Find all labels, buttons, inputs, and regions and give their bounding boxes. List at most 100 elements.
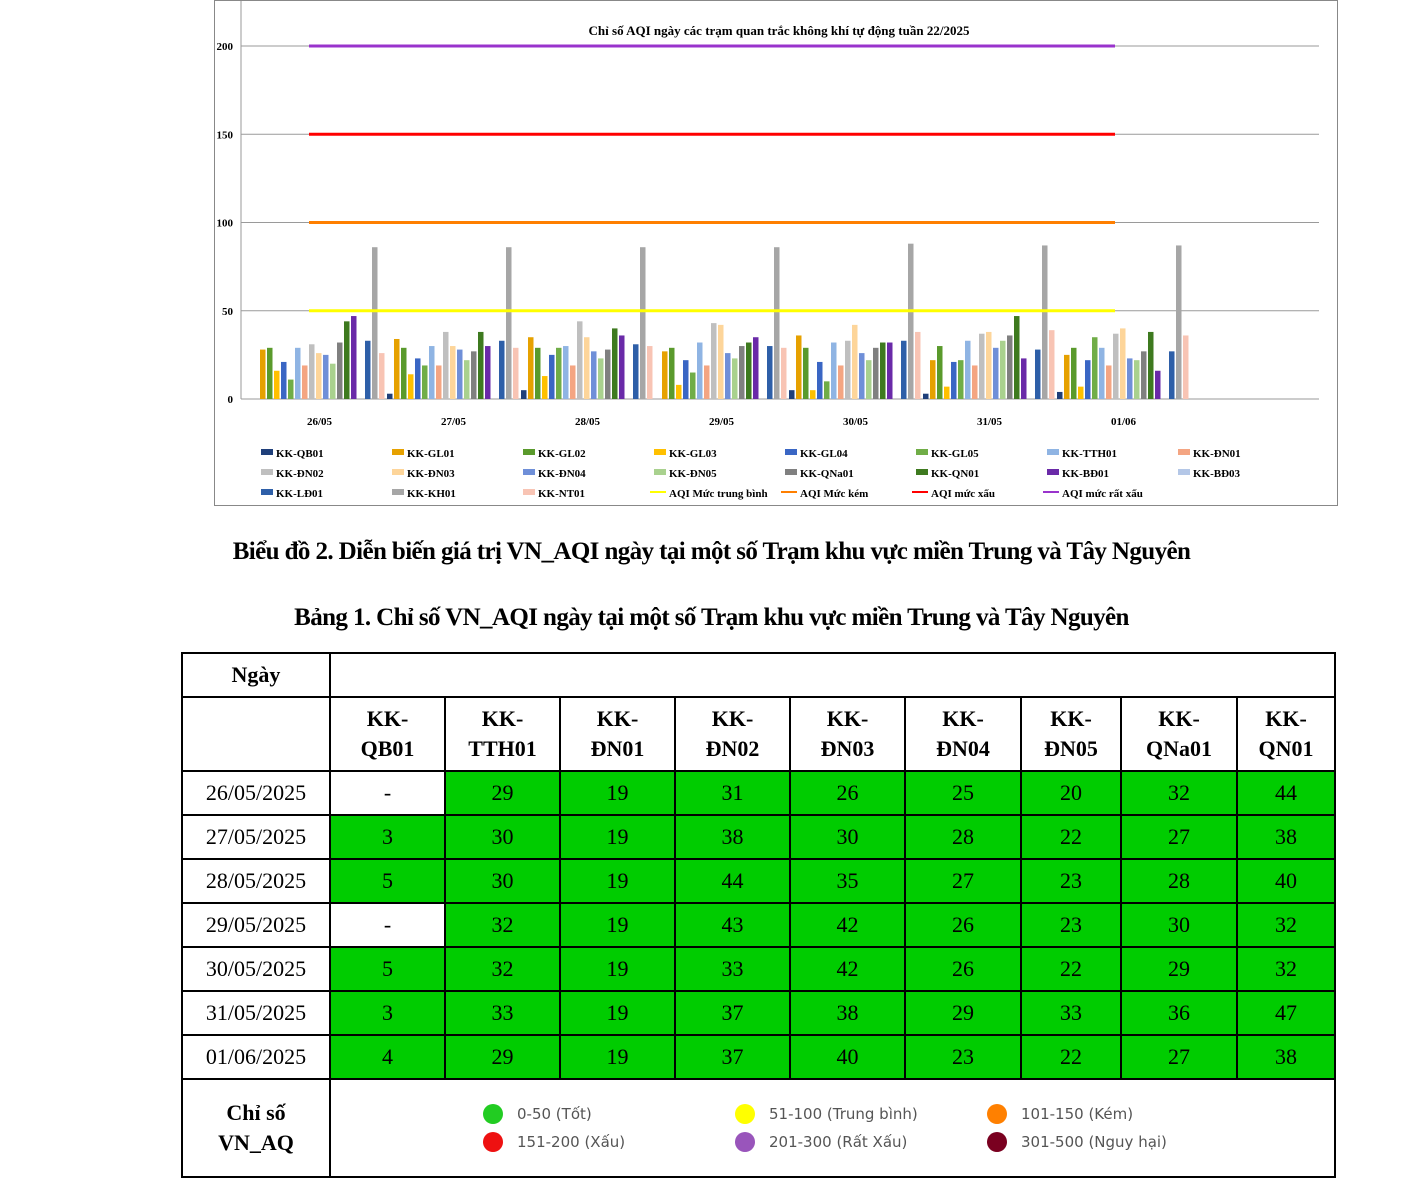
bar xyxy=(669,347,675,399)
bar xyxy=(302,365,308,399)
aqi-value-cell: 23 xyxy=(1020,858,1122,904)
date-cell: 01/06/2025 xyxy=(181,1034,331,1080)
bar xyxy=(372,247,378,399)
bar xyxy=(937,346,943,399)
aqi-value-cell: 26 xyxy=(904,902,1022,948)
bar xyxy=(351,316,357,399)
aqi-value-cell: 29 xyxy=(444,770,561,816)
bar xyxy=(1134,360,1140,399)
x-tick-label: 29/05 xyxy=(709,416,735,428)
legend-swatch xyxy=(392,449,404,455)
table-row: 26/05/2025-29 19 31 26 25 20 32 44 xyxy=(181,770,1336,816)
bar xyxy=(1120,328,1126,399)
legend-dot-icon xyxy=(735,1104,755,1124)
aqi-value-cell: 30 xyxy=(444,858,561,904)
legend-label: KK-ĐN05 xyxy=(669,468,717,480)
legend-swatch xyxy=(261,449,273,455)
aqi-value-cell: 19 xyxy=(559,990,676,1036)
aqi-value-cell: 32 xyxy=(1236,902,1336,948)
legend-label: AQI mức rất xấu xyxy=(1062,488,1143,500)
legend-text: 151-200 (Xấu) xyxy=(517,1133,626,1151)
bar xyxy=(1085,360,1091,399)
bar xyxy=(965,340,971,399)
bar xyxy=(1007,335,1013,399)
date-header: Ngày xyxy=(181,652,331,698)
table-row: 01/06/2025 4 29 19 37 40 23 22 27 38 xyxy=(181,1034,1336,1080)
legend-swatch xyxy=(523,449,535,455)
bar xyxy=(365,340,371,399)
aqi-value-cell: 33 xyxy=(674,946,791,992)
bar xyxy=(542,376,548,399)
legend-item: 151-200 (Xấu) xyxy=(483,1132,735,1152)
y-tick-label: 100 xyxy=(217,218,234,230)
table-caption: Bảng 1. Chỉ số VN_AQI ngày tại một số Tr… xyxy=(294,604,1129,631)
aqi-value-cell: 38 xyxy=(1236,814,1336,860)
aqi-value-cell: 19 xyxy=(559,858,676,904)
bar xyxy=(436,365,442,399)
bar xyxy=(725,353,731,399)
x-tick-label: 27/05 xyxy=(441,416,467,428)
bar xyxy=(986,331,992,399)
legend-swatch xyxy=(785,449,797,455)
aqi-value-cell: 26 xyxy=(789,770,906,816)
station-header: KK- QB01 xyxy=(329,696,446,772)
chart-caption: Biểu đồ 2. Diễn biến giá trị VN_AQI ngày… xyxy=(232,538,1191,565)
aqi-value-cell: 42 xyxy=(789,946,906,992)
bar xyxy=(563,346,569,399)
legend-item: 101-150 (Kém) xyxy=(987,1104,1217,1124)
aqi-value-cell: 22 xyxy=(1020,946,1122,992)
bar xyxy=(344,321,350,399)
aqi-value-cell: 44 xyxy=(1236,770,1336,816)
aqi-value-cell: 19 xyxy=(559,946,676,992)
legend-text: 0-50 (Tốt) xyxy=(517,1105,592,1123)
aqi-value-cell: 30 xyxy=(444,814,561,860)
aqi-value-cell: 5 xyxy=(329,946,446,992)
bar xyxy=(803,347,809,399)
legend-label: KK-KH01 xyxy=(407,488,456,500)
legend-label: KK-GL01 xyxy=(407,448,455,460)
legend-swatch xyxy=(785,469,797,475)
aqi-value-cell: 32 xyxy=(1236,946,1336,992)
legend-label: KK-BĐ03 xyxy=(1193,468,1241,480)
bar xyxy=(288,379,294,399)
bar xyxy=(951,361,957,399)
bar xyxy=(1092,337,1098,399)
y-tick-label: 50 xyxy=(222,306,234,318)
aqi-value-cell: 27 xyxy=(1120,1034,1238,1080)
legend-swatch xyxy=(392,469,404,475)
bar xyxy=(1148,331,1154,399)
bar xyxy=(1021,358,1027,399)
aqi-value-cell: 19 xyxy=(559,902,676,948)
aqi-value-cell: 32 xyxy=(444,946,561,992)
bar xyxy=(1057,391,1063,399)
aqi-value-cell: 19 xyxy=(559,814,676,860)
bar xyxy=(577,321,583,399)
bar xyxy=(824,381,830,399)
bar xyxy=(387,393,393,399)
legend-label: KK-GL02 xyxy=(538,448,586,460)
bar xyxy=(422,365,428,399)
bar xyxy=(535,347,541,399)
bar xyxy=(1155,370,1161,399)
aqi-value-cell: 32 xyxy=(1120,770,1238,816)
legend-label: KK-TTH01 xyxy=(1062,448,1117,460)
bar xyxy=(556,347,562,399)
bar xyxy=(774,247,780,399)
bar xyxy=(866,360,872,399)
bar xyxy=(753,337,759,399)
x-tick-label: 01/06 xyxy=(1111,416,1137,428)
bar xyxy=(337,342,343,399)
bar xyxy=(640,247,646,399)
bar xyxy=(901,340,907,399)
legend-swatch xyxy=(392,489,404,495)
legend-swatch xyxy=(916,449,928,455)
aqi-value-cell: 40 xyxy=(789,1034,906,1080)
bar xyxy=(528,337,534,399)
chart-title: Chỉ số AQI ngày các trạm quan trắc không… xyxy=(589,23,970,38)
legend-item: 51-100 (Trung bình) xyxy=(735,1104,987,1124)
bar xyxy=(739,346,745,399)
bar xyxy=(697,342,703,399)
legend-item: 0-50 (Tốt) xyxy=(483,1104,735,1124)
aqi-value-cell: 23 xyxy=(904,1034,1022,1080)
bar xyxy=(570,365,576,399)
